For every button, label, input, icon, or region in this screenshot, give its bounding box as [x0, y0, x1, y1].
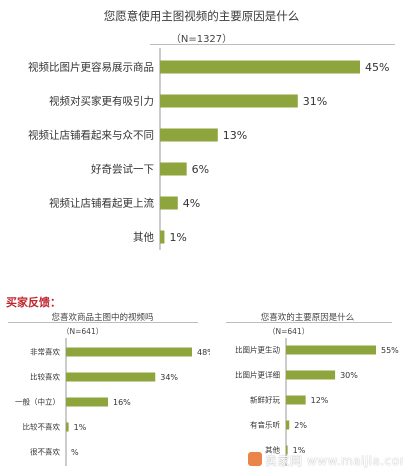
value-label: %	[71, 448, 79, 457]
bar	[66, 372, 156, 382]
value-label: 2%	[294, 421, 307, 430]
main-chart-sample-size: （N=1327）	[170, 34, 233, 45]
right-chart-title: 您喜欢的主要原因是什么	[260, 313, 355, 323]
bar	[160, 60, 360, 74]
left-chart: 非常喜欢 48% 比较喜欢 34% 一般（中立） 16% 比较不喜欢 1% 很不喜欢%	[15, 338, 210, 466]
right-chart-sample-size: （N=641）	[268, 327, 310, 336]
buyer-feedback-label: 买家反馈：	[6, 296, 61, 309]
bar	[286, 420, 290, 430]
bar	[286, 445, 288, 455]
value-label: 1%	[169, 231, 186, 244]
value-label: 1%	[74, 423, 87, 432]
right-chart-title-divider	[226, 322, 392, 323]
value-label: 13%	[223, 129, 247, 142]
value-label: 30%	[340, 371, 358, 380]
category-label: 视频比图片更容易展示商品	[28, 61, 154, 74]
category-label: 其他	[133, 231, 154, 244]
main-chart-top-divider	[150, 44, 395, 45]
category-label: 视频让店铺看起更上流	[49, 197, 154, 210]
left-chart-title-divider	[8, 322, 198, 323]
category-label: 比较不喜欢	[23, 422, 61, 432]
bar	[286, 370, 336, 380]
value-label: 1%	[293, 446, 306, 455]
value-label: 31%	[303, 95, 327, 108]
main-chart-title: 您愿意使用主图视频的主要原因是什么	[103, 9, 300, 23]
bar	[66, 422, 69, 432]
category-label: 其他	[265, 445, 280, 455]
bar	[160, 196, 178, 210]
bar	[160, 230, 165, 244]
category-label: 比较喜欢	[30, 372, 60, 382]
left-chart-title: 您喜欢商品主图中的视频吗	[51, 313, 154, 323]
value-label: 34%	[160, 373, 178, 382]
category-label: 好奇尝试一下	[91, 163, 154, 176]
category-label: 视频让店铺看起来与众不同	[28, 129, 154, 142]
value-label: 16%	[113, 398, 131, 407]
bar	[160, 162, 187, 176]
bar	[286, 395, 306, 405]
category-label: 视频对买家更有吸引力	[49, 95, 154, 108]
main-chart: 视频比图片更容易展示商品 45% 视频对买家更有吸引力 31% 视频让店铺看起来与众不同…	[28, 48, 389, 250]
watermark-text: 卖家网 www.maijia.com	[265, 454, 403, 468]
category-label: 有音乐听	[250, 420, 280, 430]
bar	[286, 345, 376, 355]
value-label: 12%	[311, 396, 329, 405]
value-label: 48%	[197, 348, 210, 357]
category-label: 非常喜欢	[30, 347, 60, 357]
category-label: 比图片更生动	[235, 345, 280, 355]
bar	[66, 347, 192, 357]
value-label: 6%	[192, 163, 209, 176]
left-chart-sample-size: （N=641）	[62, 327, 104, 336]
category-label: 比图片更详细	[235, 370, 280, 380]
category-label: 新鲜好玩	[250, 395, 280, 405]
bar	[66, 397, 108, 407]
bar	[160, 128, 218, 142]
value-label: 45%	[365, 61, 389, 74]
watermark-logo-icon	[248, 452, 262, 466]
category-label: 一般（中立）	[15, 397, 60, 407]
value-label: 4%	[183, 197, 200, 210]
category-label: 很不喜欢	[30, 447, 60, 457]
value-label: 55%	[381, 346, 399, 355]
bar	[160, 94, 298, 108]
